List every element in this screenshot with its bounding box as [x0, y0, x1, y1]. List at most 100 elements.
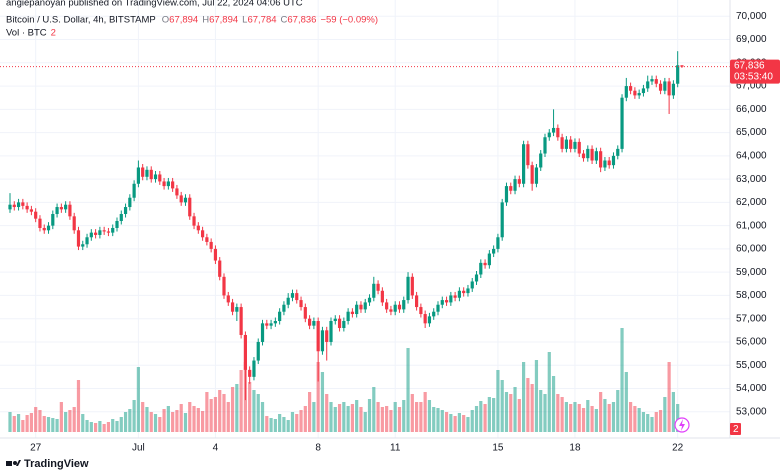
candle-body	[547, 132, 551, 138]
candle-body	[564, 139, 568, 149]
volume-bar	[145, 407, 149, 432]
volume-bar	[466, 417, 470, 432]
candle-body	[308, 318, 312, 326]
candle-body	[115, 220, 119, 228]
volume-bar	[94, 423, 98, 432]
candle-body	[586, 148, 590, 159]
volume-bar	[299, 410, 303, 432]
x-tick-label: 27	[30, 443, 42, 454]
alert-icon[interactable]	[674, 417, 690, 433]
candle-body	[290, 293, 295, 298]
volume-bar	[290, 412, 295, 432]
volume-bar	[141, 402, 145, 432]
candle-body	[226, 295, 230, 303]
volume-bar	[547, 352, 551, 432]
candle-body	[513, 179, 517, 191]
candle-body	[166, 181, 170, 187]
x-tick-label: Jul	[132, 443, 145, 454]
candle-body	[611, 155, 616, 166]
candle-body	[320, 330, 325, 352]
volume-bar	[479, 401, 483, 432]
volume-bar	[616, 390, 620, 432]
candle-body	[248, 369, 252, 377]
candle-body	[372, 283, 376, 298]
candle-body	[68, 204, 72, 217]
candle-body	[282, 304, 286, 312]
candle-body	[577, 141, 581, 154]
volume-bar	[419, 402, 423, 432]
candles	[0, 51, 730, 401]
candle-body	[196, 225, 200, 231]
volume-bar	[269, 418, 273, 432]
volume-bar	[278, 414, 282, 432]
y-tick-label: 65,000	[736, 127, 767, 138]
y-tick-label: 60,000	[736, 244, 767, 255]
candle-body	[136, 167, 140, 184]
candle-body	[89, 232, 93, 238]
volume-bar	[376, 402, 380, 432]
candle-body	[329, 321, 333, 342]
y-tick-label: 59,000	[736, 267, 767, 278]
volume-bar	[51, 418, 55, 432]
candle-body	[487, 253, 491, 266]
x-tick-label: 15	[492, 443, 504, 454]
candle-body	[269, 323, 273, 326]
candle-body	[278, 311, 282, 322]
candle-body	[522, 144, 526, 184]
candle-body	[205, 237, 209, 242]
grid	[0, 0, 730, 438]
y-tick-label: 69,000	[736, 34, 767, 45]
x-tick-label: 11	[390, 443, 401, 454]
volume-bar	[402, 400, 406, 432]
volume-bar	[380, 407, 384, 432]
volume-bar	[119, 417, 123, 432]
axes: 53,000 54,000 55,000 56,000 57,000 58,000 59,0…	[30, 11, 780, 454]
volume-bar	[453, 416, 457, 432]
candle-body	[342, 321, 346, 328]
volume-bar	[260, 402, 265, 432]
volume-bar	[496, 370, 500, 432]
volume-bar	[551, 376, 556, 432]
candle-body	[590, 148, 594, 161]
volume-bar	[611, 402, 616, 432]
candle-body	[252, 360, 256, 377]
candle-body	[38, 218, 42, 228]
candle-body	[663, 81, 667, 91]
y-tick-label: 55,000	[736, 360, 767, 371]
volume-bar	[350, 404, 354, 432]
tradingview-logo: TradingView	[6, 458, 89, 470]
volume-bar	[68, 410, 72, 432]
candle-body	[470, 281, 474, 289]
volume-bar	[38, 410, 42, 432]
candle-body	[624, 86, 628, 98]
candle-body	[179, 195, 183, 203]
volume-bar	[85, 420, 89, 432]
y-tick-label: 67,000	[736, 81, 767, 92]
volume-pane	[8, 328, 684, 432]
candle-body	[333, 318, 337, 322]
volume-bar	[504, 392, 509, 432]
candle-body	[303, 307, 307, 319]
candle-body	[102, 230, 106, 232]
alert-bolt[interactable]	[679, 419, 685, 431]
volume-bar	[620, 328, 624, 432]
candle-body	[479, 262, 483, 275]
volume-bar	[175, 410, 179, 432]
volume-bar	[624, 372, 628, 432]
candle-body	[667, 81, 671, 96]
candle-body	[260, 323, 265, 342]
volume-bar	[222, 394, 226, 432]
candle-body	[59, 207, 63, 210]
candle-body	[25, 205, 29, 210]
candle-body	[676, 65, 680, 84]
volume-bar	[158, 417, 162, 432]
volume-bar	[581, 408, 586, 432]
candle-body	[654, 79, 658, 84]
candle-body	[551, 127, 556, 133]
candle-body	[239, 307, 243, 335]
volume-bar	[367, 399, 372, 432]
volume-bar	[235, 384, 239, 432]
volume-bar	[346, 406, 350, 432]
volume-bar	[359, 407, 363, 432]
candle-body	[616, 148, 620, 156]
